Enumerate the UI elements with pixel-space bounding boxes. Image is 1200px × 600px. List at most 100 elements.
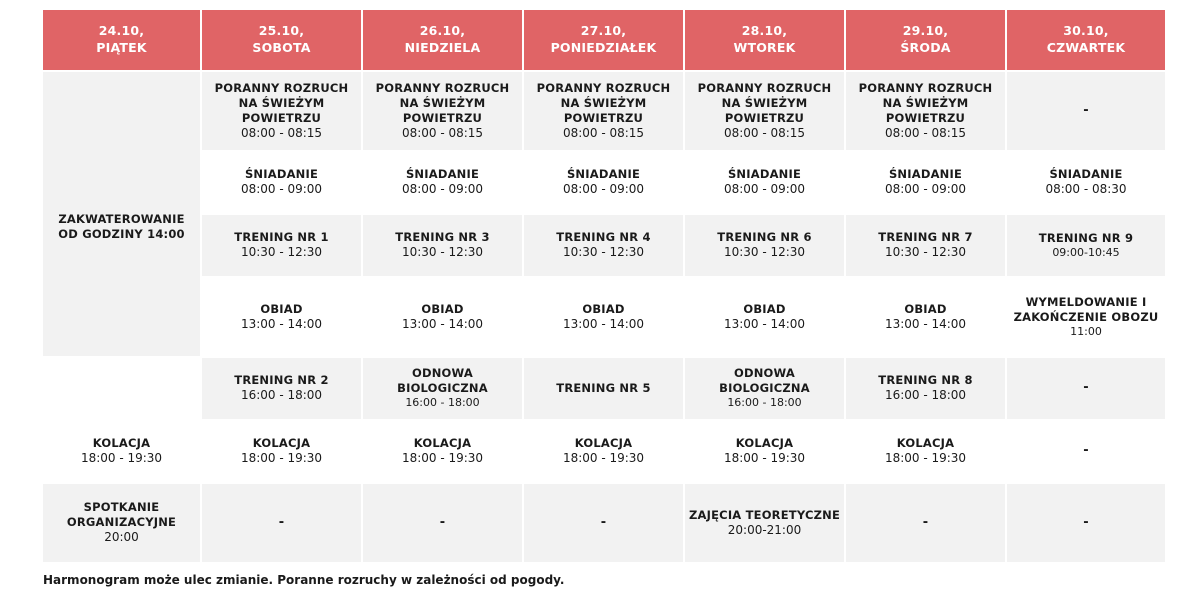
- header-date: 26.10,: [419, 23, 466, 39]
- schedule-cell: OBIAD 13:00 - 14:00: [846, 278, 1005, 356]
- activity-title: TRENING NR 6: [717, 230, 812, 245]
- schedule-cell: -: [524, 484, 683, 562]
- header-weekday: PONIEDZIAŁEK: [550, 40, 657, 55]
- schedule-cell: ŚNIADANIE 08:00 - 09:00: [846, 152, 1005, 213]
- activity-time: 10:30 - 12:30: [401, 245, 484, 260]
- header-weekday: CZWARTEK: [1046, 40, 1126, 55]
- schedule-cell: TRENING NR 6 10:30 - 12:30: [685, 215, 844, 276]
- activity-time: 09:00-10:45: [1052, 245, 1120, 259]
- activity-time: 16:00 - 18:00: [884, 388, 967, 403]
- header-day-2: 25.10, SOBOTA: [202, 10, 361, 70]
- activity-time: 16:00 - 18:00: [405, 396, 480, 410]
- schedule-cell: -: [1007, 484, 1165, 562]
- schedule-cell: -: [1007, 72, 1165, 150]
- header-day-1: 24.10, PIĄTEK: [43, 10, 200, 70]
- schedule-cell: KOLACJA 18:00 - 19:30: [363, 421, 522, 482]
- activity-time: 10:30 - 12:30: [723, 245, 806, 260]
- activity-time: 08:00 - 08:15: [884, 125, 967, 140]
- schedule-cell: PORANNY ROZRUCH NA ŚWIEŻYM POWIETRZU 08:0…: [685, 72, 844, 150]
- activity-time: 08:00 - 08:30: [1045, 182, 1127, 197]
- schedule-cell: ODNOWA BIOLOGICZNA 16:00 - 18:00: [685, 358, 844, 419]
- activity-time: 13:00 - 14:00: [240, 316, 323, 331]
- schedule-cell: ŚNIADANIE 08:00 - 09:00: [685, 152, 844, 213]
- activity-title: ŚNIADANIE: [888, 167, 963, 182]
- activity-title: -: [439, 514, 446, 530]
- activity-title: KOLACJA: [413, 436, 472, 451]
- header-day-4: 27.10, PONIEDZIAŁEK: [524, 10, 683, 70]
- header-weekday: ŚRODA: [900, 40, 951, 55]
- activity-time: 08:00 - 09:00: [723, 182, 806, 197]
- friday-dinner-title: KOLACJA: [92, 436, 151, 451]
- friday-meeting-cell: SPOTKANIE ORGANIZACYJNE 20:00: [43, 484, 200, 562]
- activity-time: 08:00 - 08:15: [562, 125, 645, 140]
- activity-title: PORANNY ROZRUCH NA ŚWIEŻYM POWIETRZU: [858, 80, 993, 125]
- header-date: 29.10,: [902, 23, 949, 39]
- schedule-cell: TRENING NR 8 16:00 - 18:00: [846, 358, 1005, 419]
- header-date: 25.10,: [258, 23, 305, 39]
- activity-title: OBIAD: [582, 301, 625, 316]
- schedule-cell: OBIAD 13:00 - 14:00: [524, 278, 683, 356]
- activity-time: 10:30 - 12:30: [884, 245, 967, 260]
- activity-time: 16:00 - 18:00: [727, 396, 802, 410]
- friday-meeting-time: 20:00: [104, 530, 139, 545]
- friday-morning-empty: [43, 72, 200, 356]
- schedule-cell: PORANNY ROZRUCH NA ŚWIEŻYM POWIETRZU 08:0…: [363, 72, 522, 150]
- schedule-cell: KOLACJA 18:00 - 19:30: [846, 421, 1005, 482]
- activity-time: 08:00 - 09:00: [562, 182, 645, 197]
- schedule-cell: OBIAD 13:00 - 14:00: [363, 278, 522, 356]
- activity-title: KOLACJA: [574, 436, 633, 451]
- schedule-cell: TRENING NR 4 10:30 - 12:30: [524, 215, 683, 276]
- schedule-cell: TRENING NR 5: [524, 358, 683, 419]
- activity-title: KOLACJA: [735, 436, 794, 451]
- schedule-cell: TRENING NR 9 09:00-10:45: [1007, 215, 1165, 276]
- friday-dinner-time: 18:00 - 19:30: [80, 451, 163, 466]
- schedule-cell: -: [846, 484, 1005, 562]
- activity-title: TRENING NR 8: [878, 373, 973, 388]
- header-date: 30.10,: [1063, 23, 1109, 39]
- schedule-cell: ŚNIADANIE 08:00 - 09:00: [202, 152, 361, 213]
- friday-checkin-cell: ZAKWATEROWANIE OD GODZINY 14:00: [43, 207, 200, 247]
- activity-title: TRENING NR 1: [234, 230, 329, 245]
- activity-time: 08:00 - 08:15: [723, 125, 806, 140]
- activity-title: PORANNY ROZRUCH NA ŚWIEŻYM POWIETRZU: [214, 80, 349, 125]
- schedule-cell: KOLACJA 18:00 - 19:30: [524, 421, 683, 482]
- schedule-cell: -: [1007, 421, 1165, 482]
- activity-time: 13:00 - 14:00: [401, 316, 484, 331]
- schedule-cell: KOLACJA 18:00 - 19:30: [685, 421, 844, 482]
- friday-checkin: ZAKWATEROWANIE OD GODZINY 14:00: [58, 212, 185, 241]
- schedule-cell: TRENING NR 2 16:00 - 18:00: [202, 358, 361, 419]
- activity-time: 10:30 - 12:30: [562, 245, 645, 260]
- activity-title: TRENING NR 7: [878, 230, 973, 245]
- activity-time: 13:00 - 14:00: [884, 316, 967, 331]
- schedule-cell: PORANNY ROZRUCH NA ŚWIEŻYM POWIETRZU 08:0…: [524, 72, 683, 150]
- activity-time: 18:00 - 19:30: [240, 451, 323, 466]
- activity-time: 18:00 - 19:30: [401, 451, 484, 466]
- activity-time: 08:00 - 09:00: [884, 182, 967, 197]
- header-day-3: 26.10, NIEDZIELA: [363, 10, 522, 70]
- header-day-5: 28.10, WTOREK: [685, 10, 844, 70]
- activity-title: TRENING NR 2: [234, 373, 329, 388]
- schedule-cell: ZAJĘCIA TEORETYCZNE 20:00-21:00: [685, 484, 844, 562]
- header-weekday: WTOREK: [733, 40, 796, 55]
- schedule-cell: OBIAD 13:00 - 14:00: [202, 278, 361, 356]
- friday-dinner-cell: KOLACJA 18:00 - 19:30: [43, 421, 200, 482]
- schedule-cell: OBIAD 13:00 - 14:00: [685, 278, 844, 356]
- activity-time: 11:00: [1070, 324, 1102, 338]
- friday-meeting-title: SPOTKANIE ORGANIZACYJNE: [66, 500, 177, 530]
- header-day-7: 30.10, CZWARTEK: [1007, 10, 1165, 70]
- activity-title: OBIAD: [421, 301, 464, 316]
- activity-title: ODNOWA BIOLOGICZNA: [397, 366, 488, 396]
- activity-time: 08:00 - 08:15: [401, 125, 484, 140]
- schedule-cell: KOLACJA 18:00 - 19:30: [202, 421, 361, 482]
- activity-time: 20:00-21:00: [727, 522, 802, 537]
- activity-title: OBIAD: [743, 301, 786, 316]
- activity-title: ODNOWA BIOLOGICZNA: [719, 366, 810, 396]
- activity-title: WYMELDOWANIE I ZAKOŃCZENIE OBOZU: [1013, 294, 1159, 324]
- activity-title: ŚNIADANIE: [405, 167, 480, 182]
- schedule-cell: -: [1007, 358, 1165, 419]
- activity-title: TRENING NR 9: [1038, 230, 1134, 245]
- schedule-cell: TRENING NR 7 10:30 - 12:30: [846, 215, 1005, 276]
- activity-title: -: [600, 514, 607, 530]
- activity-title: TRENING NR 5: [556, 381, 651, 396]
- activity-time: 18:00 - 19:30: [562, 451, 645, 466]
